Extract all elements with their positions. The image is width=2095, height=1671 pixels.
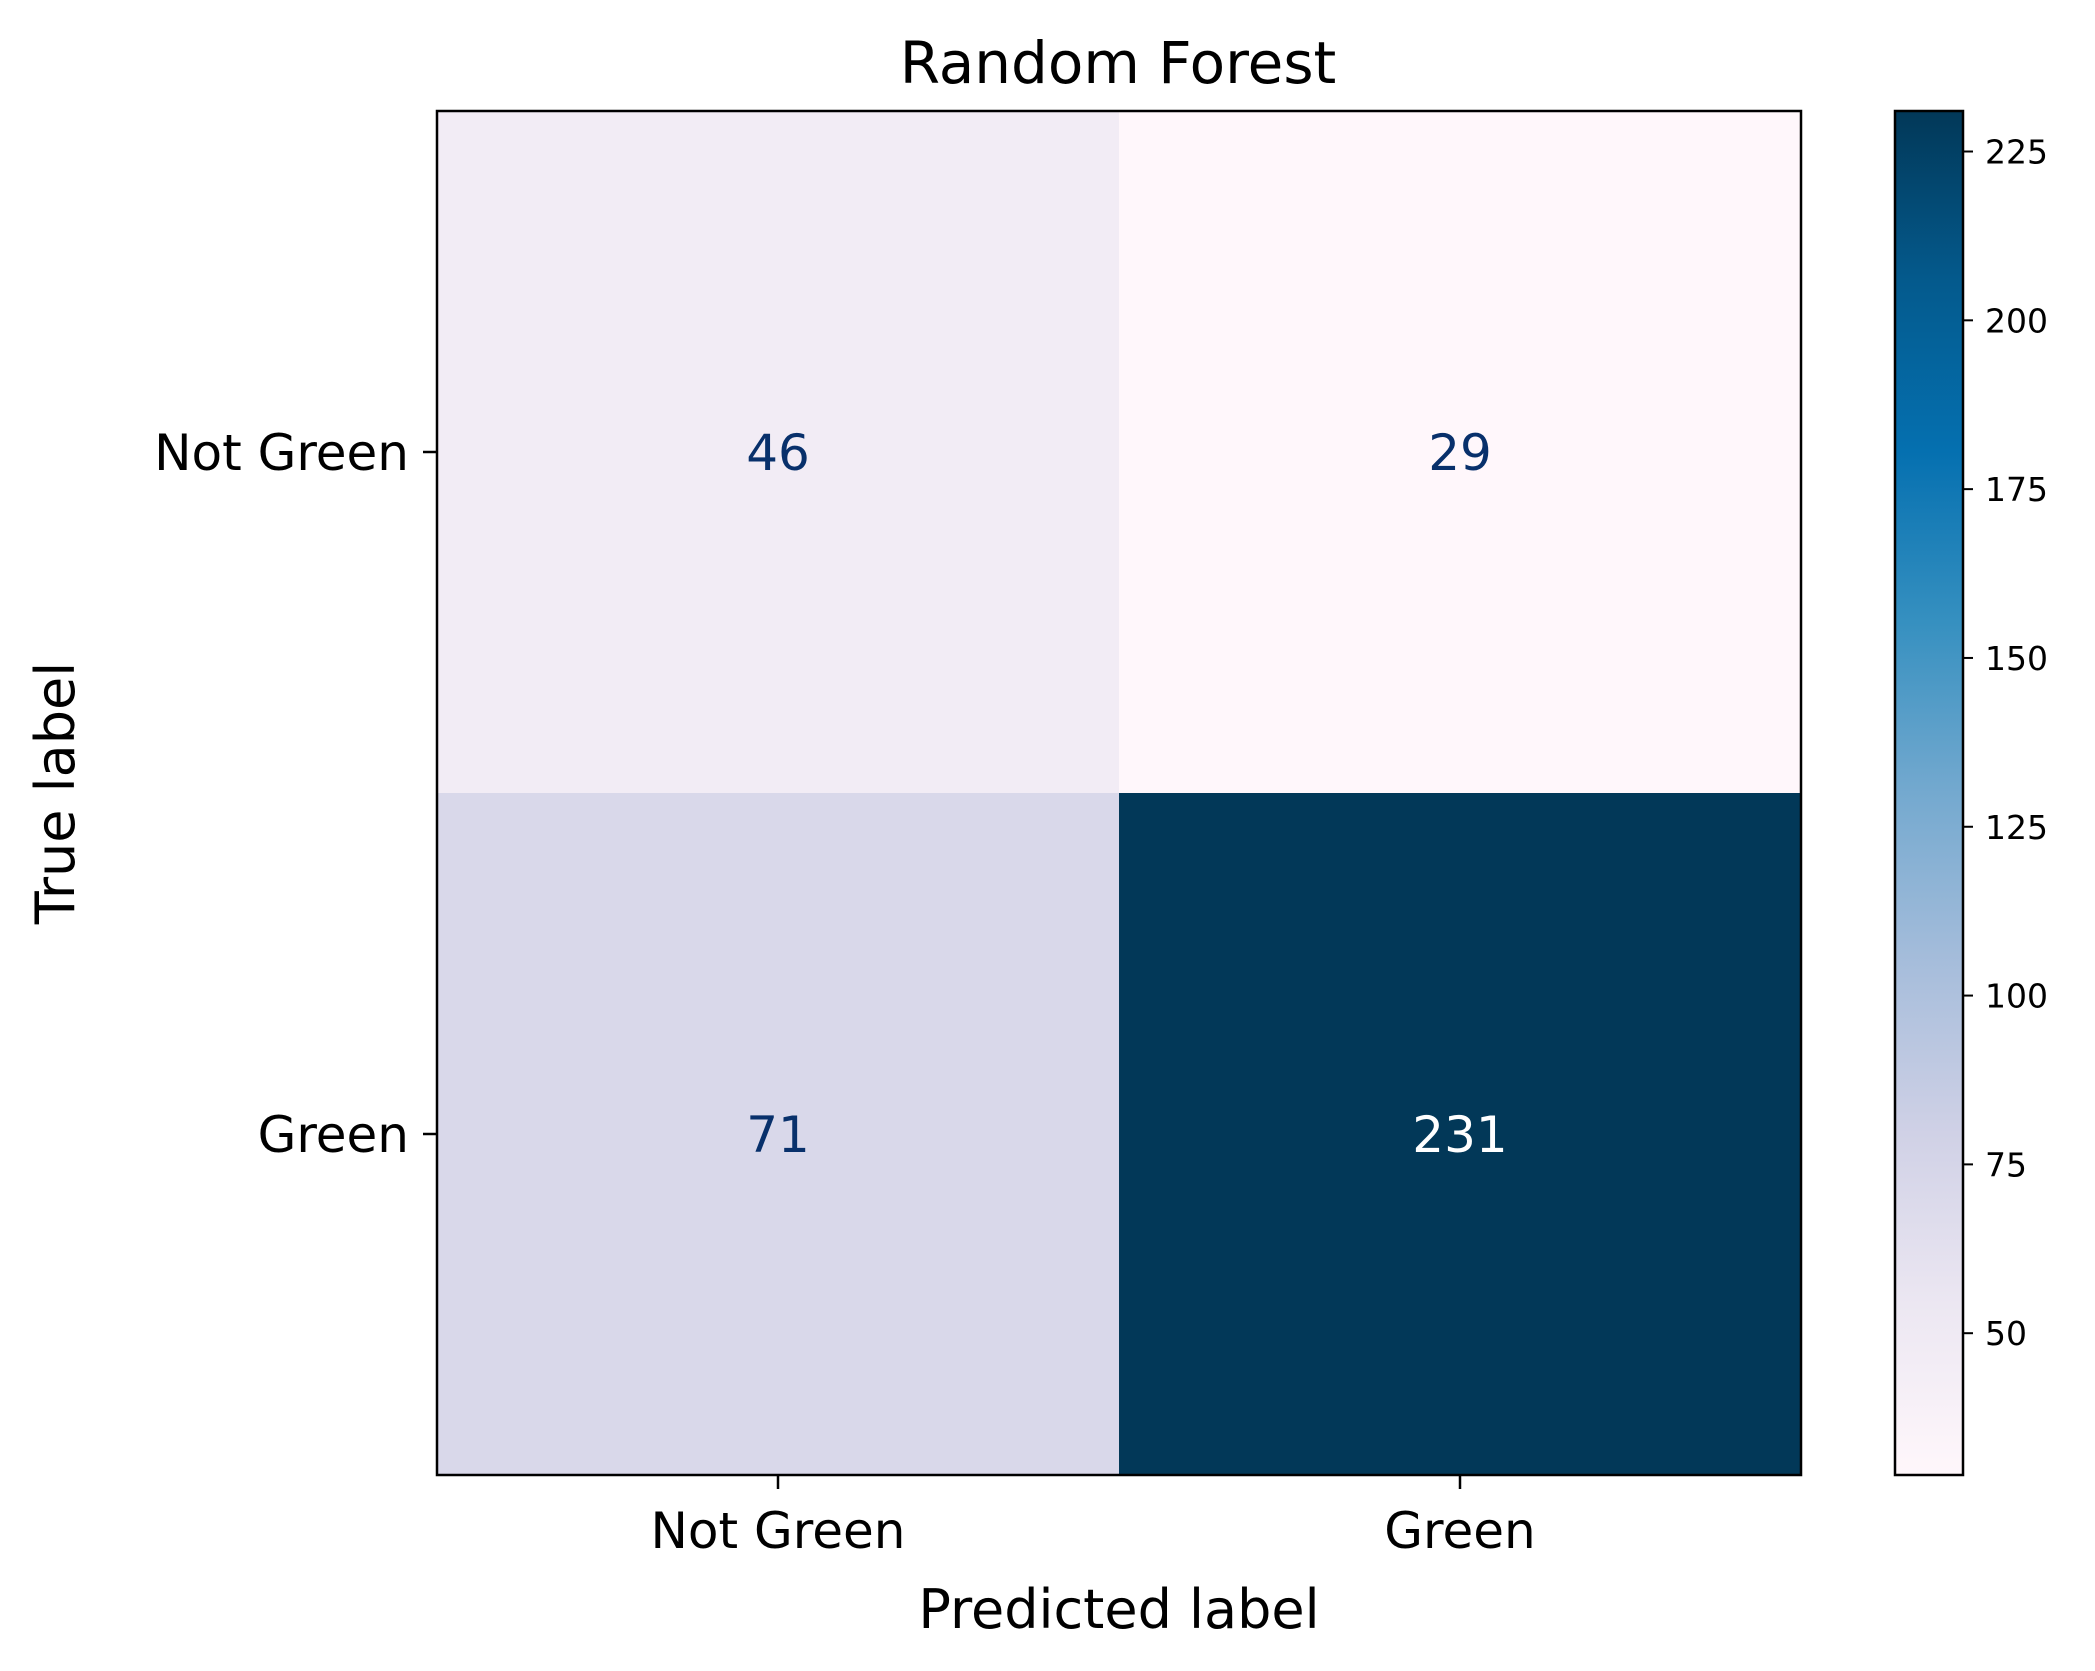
heatmap-cell	[1119, 111, 1801, 793]
x-tick-label: Green	[1384, 1502, 1535, 1560]
plot-frame	[435, 109, 1803, 1477]
colorbar-tick-label: 150	[1985, 639, 2048, 678]
colorbar-tick-label: 175	[1985, 470, 2048, 509]
colorbar-tick-label: 225	[1985, 133, 2048, 172]
cell-value-label: 71	[746, 1106, 810, 1164]
colorbar-tick-label: 50	[1985, 1314, 2027, 1353]
colorbar-tick-label: 125	[1985, 808, 2048, 847]
x-axis-label: Predicted label	[918, 1578, 1319, 1641]
y-tick-label: Not Green	[154, 424, 409, 482]
cell-value-label: 29	[1428, 424, 1492, 482]
y-axis-label: True label	[24, 662, 87, 925]
y-tick-label: Green	[258, 1106, 409, 1164]
chart-title: Random Forest	[900, 29, 1337, 97]
heatmap-cell	[1119, 793, 1801, 1475]
colorbar-tick-label: 75	[1985, 1145, 2027, 1184]
cell-value-label: 46	[746, 424, 810, 482]
heatmap-cell	[437, 111, 1119, 793]
colorbar	[1893, 109, 1965, 1477]
colorbar-tick-label: 200	[1985, 301, 2048, 340]
colorbar-tick-label: 100	[1985, 977, 2048, 1016]
heatmap-cell	[437, 793, 1119, 1475]
x-tick-label: Not Green	[651, 1502, 906, 1560]
cell-value-label: 231	[1412, 1106, 1507, 1164]
